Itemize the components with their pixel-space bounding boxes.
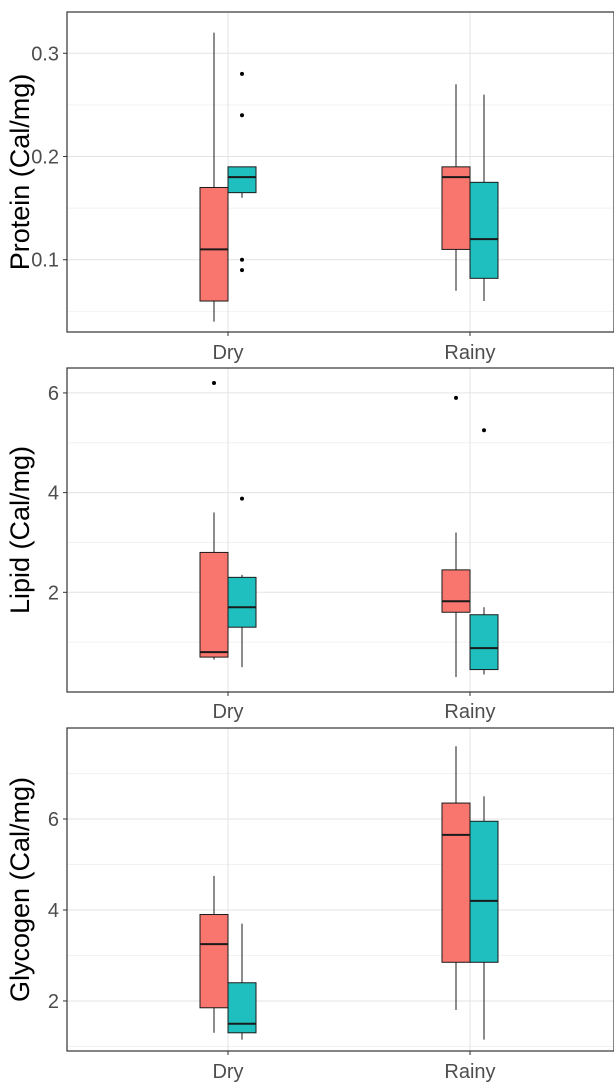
box-group — [199, 875, 229, 1033]
y-tick-label: 6 — [48, 809, 59, 831]
outlier-point — [212, 380, 216, 385]
x-tick-label: Dry — [212, 701, 243, 723]
box — [227, 166, 257, 194]
y-axis-title: Protein (Cal/mg) — [5, 74, 35, 271]
outlier-point — [454, 395, 458, 400]
box-group — [227, 71, 257, 273]
y-axis-title: Glycogen (Cal/mg) — [5, 777, 35, 1002]
box — [469, 820, 499, 963]
box — [441, 166, 471, 250]
outlier-point — [240, 113, 244, 118]
box — [469, 181, 499, 279]
box-group — [441, 395, 471, 678]
y-tick-label: 0.2 — [31, 147, 59, 169]
box — [199, 186, 229, 302]
y-tick-label: 0.3 — [31, 43, 59, 65]
outlier-point — [240, 257, 244, 262]
x-tick-label: Rainy — [444, 701, 495, 723]
y-tick-label: 4 — [48, 483, 59, 505]
outlier-point — [240, 268, 244, 273]
chart-panel: 2 4 6 Dry Rainy Glycogen (Cal/mg) — [5, 727, 614, 1083]
y-tick-label: 2 — [48, 991, 59, 1013]
outlier-point — [240, 496, 244, 501]
y-tick-label: 2 — [48, 582, 59, 604]
box-group — [441, 746, 471, 1011]
box-group — [227, 923, 257, 1040]
box — [469, 614, 499, 671]
panel-border — [66, 367, 614, 693]
box-group — [227, 496, 257, 668]
box-group — [469, 796, 499, 1040]
x-tick-label: Dry — [212, 342, 243, 364]
box — [199, 551, 229, 658]
box-group — [199, 32, 229, 322]
y-axis-title: Lipid (Cal/mg) — [5, 446, 35, 614]
y-tick-label: 0.1 — [31, 250, 59, 272]
panel-border — [66, 11, 614, 333]
outlier-point — [240, 71, 244, 76]
box — [227, 576, 257, 628]
y-tick-label: 6 — [48, 383, 59, 405]
chart-panel: 2 4 6 Dry Rainy Lipid (Cal/mg) — [5, 367, 614, 723]
x-tick-label: Rainy — [444, 1061, 495, 1083]
box — [227, 982, 257, 1034]
box-group — [469, 428, 499, 675]
x-tick-label: Rainy — [444, 342, 495, 364]
box-group — [469, 94, 499, 302]
box-group — [441, 84, 471, 291]
box — [441, 802, 471, 963]
box — [441, 569, 471, 613]
panel-border — [66, 727, 614, 1052]
box-group — [199, 380, 229, 660]
box — [199, 914, 229, 1009]
y-tick-label: 4 — [48, 900, 59, 922]
outlier-point — [482, 428, 486, 433]
chart-panel: 0.1 0.2 0.3 Dry Rainy Protein (Cal/mg) — [5, 11, 614, 364]
x-tick-label: Dry — [212, 1061, 243, 1083]
